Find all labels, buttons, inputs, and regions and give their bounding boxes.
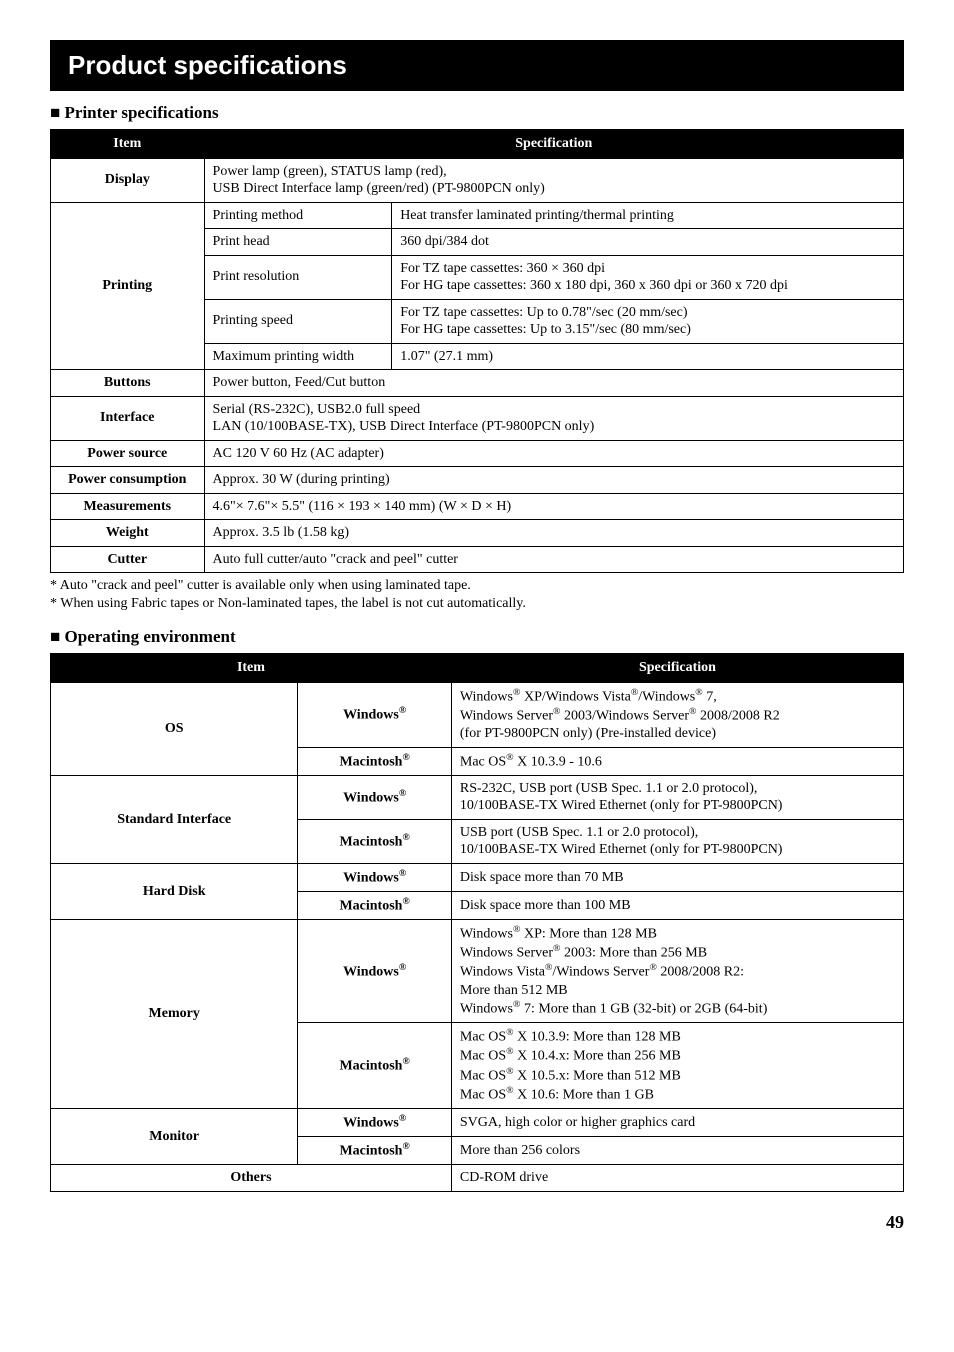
row-label: Monitor <box>51 1108 298 1164</box>
table-row: Display Power lamp (green), STATUS lamp … <box>51 158 904 202</box>
row-value: For TZ tape cassettes: 360 × 360 dpiFor … <box>392 255 904 299</box>
row-label: Hard Disk <box>51 863 298 919</box>
row-label: Printing <box>51 202 205 370</box>
row-label: Power consumption <box>51 467 205 494</box>
row-value: More than 256 colors <box>451 1137 903 1165</box>
table-row: Buttons Power button, Feed/Cut button <box>51 370 904 397</box>
row-label: Memory <box>51 920 298 1109</box>
table-row: Weight Approx. 3.5 lb (1.58 kg) <box>51 520 904 547</box>
row-sublabel: Windows® <box>298 682 452 747</box>
row-value: For TZ tape cassettes: Up to 0.78"/sec (… <box>392 299 904 343</box>
row-value: Heat transfer laminated printing/thermal… <box>392 202 904 229</box>
row-value: Approx. 3.5 lb (1.58 kg) <box>204 520 903 547</box>
row-label: Standard Interface <box>51 775 298 863</box>
row-label: Cutter <box>51 546 205 573</box>
row-label: Measurements <box>51 493 205 520</box>
row-sublabel: Printing method <box>204 202 392 229</box>
row-sublabel: Windows® <box>298 1108 452 1136</box>
th-spec: Specification <box>451 654 903 683</box>
row-sublabel: Macintosh® <box>298 819 452 863</box>
table-row: Standard Interface Windows® RS-232C, USB… <box>51 775 904 819</box>
row-value: Windows® XP: More than 128 MBWindows Ser… <box>451 920 903 1023</box>
row-sublabel: Windows® <box>298 863 452 891</box>
row-sublabel: Macintosh® <box>298 747 452 775</box>
row-label: Display <box>51 158 205 202</box>
footnote: * Auto "crack and peel" cutter is availa… <box>50 577 904 595</box>
row-value: Mac OS® X 10.3.9: More than 128 MBMac OS… <box>451 1023 903 1109</box>
row-value: 1.07" (27.1 mm) <box>392 343 904 370</box>
footnote: * When using Fabric tapes or Non-laminat… <box>50 595 904 613</box>
table-row: Interface Serial (RS-232C), USB2.0 full … <box>51 396 904 440</box>
table-row: Hard Disk Windows® Disk space more than … <box>51 863 904 891</box>
row-value: Serial (RS-232C), USB2.0 full speedLAN (… <box>204 396 903 440</box>
row-sublabel: Print head <box>204 229 392 256</box>
row-sublabel: Macintosh® <box>298 1023 452 1109</box>
printer-spec-heading: Printer specifications <box>50 103 904 123</box>
row-label: Others <box>51 1165 452 1192</box>
row-value: 4.6"× 7.6"× 5.5" (116 × 193 × 140 mm) (W… <box>204 493 903 520</box>
row-value: Mac OS® X 10.3.9 - 10.6 <box>451 747 903 775</box>
row-value: Disk space more than 100 MB <box>451 892 903 920</box>
row-label: Power source <box>51 440 205 467</box>
row-value: Power lamp (green), STATUS lamp (red),US… <box>204 158 903 202</box>
row-value: USB port (USB Spec. 1.1 or 2.0 protocol)… <box>451 819 903 863</box>
row-label: Weight <box>51 520 205 547</box>
row-sublabel: Maximum printing width <box>204 343 392 370</box>
table-row: Power consumption Approx. 30 W (during p… <box>51 467 904 494</box>
table-row: Cutter Auto full cutter/auto "crack and … <box>51 546 904 573</box>
row-sublabel: Windows® <box>298 920 452 1023</box>
row-value: 360 dpi/384 dot <box>392 229 904 256</box>
row-value: Disk space more than 70 MB <box>451 863 903 891</box>
page-title: Product specifications <box>50 40 904 91</box>
env-spec-heading: Operating environment <box>50 627 904 647</box>
row-sublabel: Windows® <box>298 775 452 819</box>
row-sublabel: Print resolution <box>204 255 392 299</box>
table-row: Others CD-ROM drive <box>51 1165 904 1192</box>
th-item: Item <box>51 130 205 159</box>
table-row: Measurements 4.6"× 7.6"× 5.5" (116 × 193… <box>51 493 904 520</box>
printer-footnotes: * Auto "crack and peel" cutter is availa… <box>50 577 904 613</box>
row-label: OS <box>51 682 298 775</box>
row-value: Windows® XP/Windows Vista®/Windows® 7,Wi… <box>451 682 903 747</box>
row-sublabel: Printing speed <box>204 299 392 343</box>
table-row: Monitor Windows® SVGA, high color or hig… <box>51 1108 904 1136</box>
table-row: Power source AC 120 V 60 Hz (AC adapter) <box>51 440 904 467</box>
row-value: SVGA, high color or higher graphics card <box>451 1108 903 1136</box>
table-row: Memory Windows® Windows® XP: More than 1… <box>51 920 904 1023</box>
row-value: Auto full cutter/auto "crack and peel" c… <box>204 546 903 573</box>
env-spec-table: Item Specification OS Windows® Windows® … <box>50 653 904 1191</box>
th-item: Item <box>51 654 452 683</box>
row-value: AC 120 V 60 Hz (AC adapter) <box>204 440 903 467</box>
row-label: Interface <box>51 396 205 440</box>
row-value: CD-ROM drive <box>451 1165 903 1192</box>
table-row: Printing Printing method Heat transfer l… <box>51 202 904 229</box>
page-number: 49 <box>50 1212 904 1233</box>
printer-spec-table: Item Specification Display Power lamp (g… <box>50 129 904 573</box>
th-spec: Specification <box>204 130 903 159</box>
row-value: Approx. 30 W (during printing) <box>204 467 903 494</box>
row-value: RS-232C, USB port (USB Spec. 1.1 or 2.0 … <box>451 775 903 819</box>
row-sublabel: Macintosh® <box>298 1137 452 1165</box>
row-sublabel: Macintosh® <box>298 892 452 920</box>
table-row: OS Windows® Windows® XP/Windows Vista®/W… <box>51 682 904 747</box>
row-label: Buttons <box>51 370 205 397</box>
row-value: Power button, Feed/Cut button <box>204 370 903 397</box>
